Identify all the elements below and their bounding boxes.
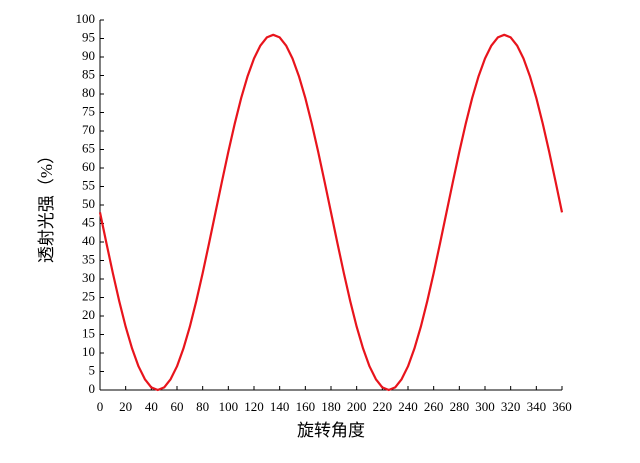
y-tick-label: 100 (76, 11, 96, 26)
y-tick-label: 10 (82, 344, 95, 359)
x-tick-label: 260 (424, 399, 444, 414)
y-tick-label: 90 (82, 48, 95, 63)
x-tick-label: 240 (398, 399, 418, 414)
x-tick-label: 100 (219, 399, 239, 414)
x-tick-label: 60 (171, 399, 184, 414)
y-tick-label: 75 (82, 103, 95, 118)
y-tick-label: 70 (82, 122, 95, 137)
y-tick-label: 95 (82, 29, 95, 44)
x-tick-label: 20 (119, 399, 132, 414)
x-tick-label: 300 (475, 399, 495, 414)
y-tick-label: 35 (82, 251, 95, 266)
x-tick-label: 140 (270, 399, 290, 414)
y-tick-label: 40 (82, 233, 95, 248)
x-tick-label: 80 (196, 399, 209, 414)
y-tick-label: 20 (82, 307, 95, 322)
y-tick-label: 80 (82, 85, 95, 100)
y-tick-label: 45 (82, 214, 95, 229)
y-tick-label: 0 (89, 381, 96, 396)
y-tick-label: 65 (82, 140, 95, 155)
x-tick-label: 340 (527, 399, 547, 414)
x-tick-label: 360 (552, 399, 572, 414)
x-tick-label: 220 (373, 399, 393, 414)
y-tick-label: 30 (82, 270, 95, 285)
x-tick-label: 0 (97, 399, 104, 414)
y-tick-label: 85 (82, 66, 95, 81)
x-tick-label: 280 (450, 399, 470, 414)
y-axis-label: 透射光强（%） (37, 147, 56, 263)
y-tick-label: 55 (82, 177, 95, 192)
x-tick-label: 320 (501, 399, 521, 414)
data-line (98, 33, 564, 392)
y-tick-label: 25 (82, 288, 95, 303)
y-tick-label: 50 (82, 196, 95, 211)
x-tick-label: 200 (347, 399, 367, 414)
x-tick-label: 40 (145, 399, 158, 414)
x-tick-label: 180 (321, 399, 341, 414)
y-tick-label: 15 (82, 325, 95, 340)
y-tick-label: 5 (89, 362, 96, 377)
x-axis-label: 旋转角度 (297, 421, 365, 440)
x-tick-label: 160 (296, 399, 316, 414)
y-tick-label: 60 (82, 159, 95, 174)
x-tick-label: 120 (244, 399, 264, 414)
